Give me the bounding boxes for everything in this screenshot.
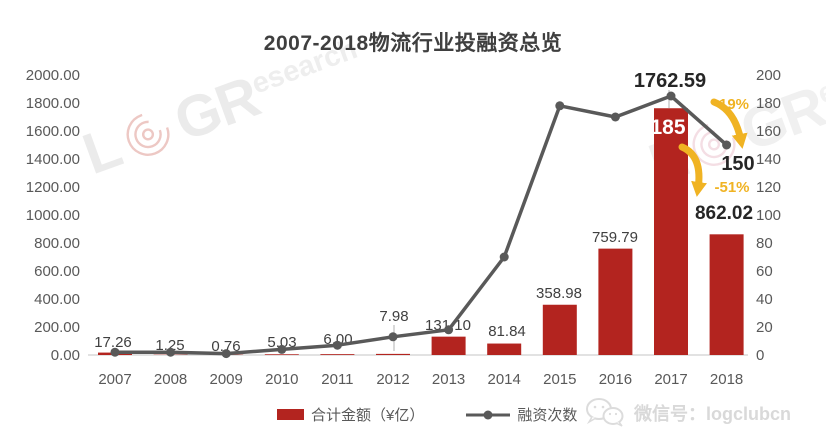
left-axis-tick-label: 1000.00 [26, 207, 80, 224]
x-axis-year-label: 2015 [543, 371, 576, 388]
count-line-point [332, 340, 342, 350]
legend-count-label: 融资次数 [517, 407, 578, 424]
x-axis-year-label: 2018 [710, 371, 743, 388]
x-axis-year-label: 2012 [376, 371, 409, 388]
right-axis-tick-label: 200 [756, 67, 781, 84]
count-drop-arrow-icon [710, 98, 748, 149]
x-axis-year-label: 2014 [488, 371, 521, 388]
wechat-footer: 微信号：logclubcn [584, 397, 791, 429]
amount-bar [431, 336, 466, 355]
count-line-point [722, 140, 732, 150]
right-axis-tick-label: 120 [756, 179, 781, 196]
left-axis-tick-label: 200.00 [34, 319, 80, 336]
legend-amount-label: 合计金额（¥亿） [311, 407, 425, 424]
right-axis-tick-label: 40 [756, 291, 773, 308]
left-axis-tick-label: 1400.00 [26, 151, 80, 168]
data-label: 1.25 [155, 337, 184, 354]
amount-bar [487, 343, 522, 355]
count-line-point [110, 347, 120, 357]
left-axis-tick-label: 0.00 [51, 347, 80, 364]
page-title: 2007-2018物流行业投融资总览 [263, 32, 563, 55]
wechat-id-label: 微信号：logclubcn [634, 404, 791, 424]
annotation-label: 862.02 [695, 203, 753, 224]
data-label: 7.98 [379, 308, 408, 325]
left-axis-tick-label: 400.00 [34, 291, 80, 308]
amount-bar [320, 354, 355, 355]
left-axis-tick-label: 1800.00 [26, 95, 80, 112]
right-axis-tick-label: 80 [756, 235, 773, 252]
count-line-point [499, 252, 509, 262]
count-line [115, 94, 728, 356]
right-axis-tick-label: 180 [756, 95, 781, 112]
x-axis-year-label: 2007 [98, 371, 131, 388]
count-line-point [388, 332, 398, 342]
amount-bar [376, 353, 410, 355]
left-axis-tick-label: 600.00 [34, 263, 80, 280]
annotation-label: 1762.59 [634, 70, 706, 92]
amount-drop-arrow-icon [678, 143, 707, 197]
legend-item-amount: 合计金额（¥亿） [277, 404, 424, 425]
left-axis-tick-label: 1200.00 [26, 179, 80, 196]
legend: 合计金额（¥亿） 融资次数 [277, 404, 577, 425]
x-axis-year-label: 2016 [599, 371, 632, 388]
count-line-point [666, 91, 676, 101]
x-axis-year-label: 2008 [154, 371, 187, 388]
data-label: 0.76 [211, 338, 240, 355]
x-axis-year-label: 2010 [265, 371, 298, 388]
data-label: 759.79 [592, 229, 638, 246]
left-axis-tick-label: 800.00 [34, 235, 80, 252]
data-label: 5.03 [267, 334, 296, 351]
x-axis-year-label: 2017 [654, 371, 687, 388]
right-axis-tick-label: 60 [756, 263, 773, 280]
count-line-point [555, 101, 565, 111]
data-label: 358.98 [536, 285, 582, 302]
right-axis-tick-label: 160 [756, 123, 781, 140]
amount-bar [264, 354, 299, 355]
x-axis-year-label: 2009 [210, 371, 243, 388]
count-line-point [610, 112, 620, 122]
count-line-point [221, 349, 231, 359]
annotation-label: -51% [714, 179, 749, 196]
right-axis-tick-label: 20 [756, 319, 773, 336]
amount-bar [598, 248, 633, 355]
count-line-point [166, 347, 176, 357]
amount-bar [709, 234, 744, 355]
annotation-label: 185 [650, 116, 685, 139]
count-line-point [444, 325, 454, 335]
x-axis-year-label: 2013 [432, 371, 465, 388]
left-axis-tick-label: 2000.00 [26, 67, 80, 84]
right-axis-tick-label: 0 [756, 347, 764, 364]
bar-series-swatch [277, 409, 304, 420]
wechat-icon [586, 398, 624, 427]
right-axis-tick-label: 100 [756, 207, 781, 224]
left-axis-tick-label: 1600.00 [26, 123, 80, 140]
amount-bar [542, 304, 577, 355]
line-series-symbol [466, 410, 511, 419]
count-line-point [277, 344, 287, 354]
x-axis-year-label: 2011 [321, 371, 353, 388]
data-label: 81.84 [488, 323, 526, 340]
data-label: 17.26 [94, 334, 132, 351]
right-axis-tick-label: 140 [756, 151, 781, 168]
annotation-label: 150 [721, 153, 754, 175]
